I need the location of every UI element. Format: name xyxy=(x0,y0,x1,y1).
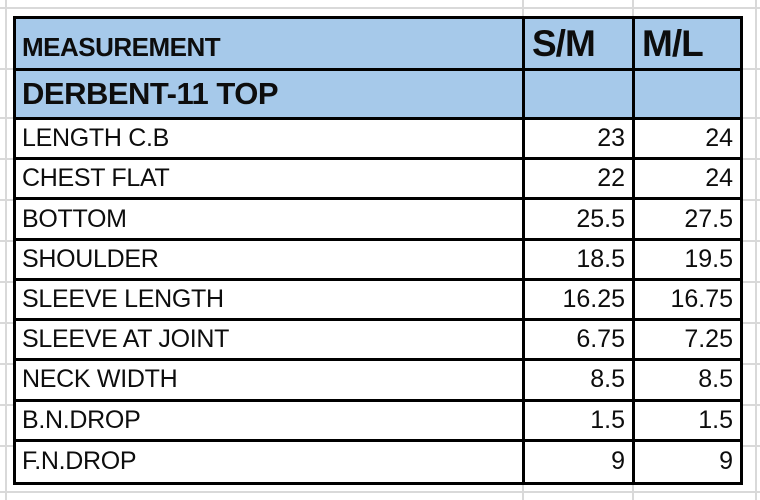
row-value-ml[interactable]: 24 xyxy=(635,160,740,201)
group-header-empty-ml[interactable] xyxy=(635,71,740,120)
row-label[interactable]: SLEEVE LENGTH xyxy=(16,280,525,322)
row-label[interactable]: CHEST FLAT xyxy=(16,160,525,201)
row-value-sm[interactable]: 25.5 xyxy=(525,200,635,241)
row-value-sm[interactable]: 22 xyxy=(525,160,635,201)
group-header-empty-sm[interactable] xyxy=(525,71,635,120)
row-label[interactable]: SLEEVE AT JOINT xyxy=(16,321,525,362)
row-label[interactable]: B.N.DROP xyxy=(16,401,525,442)
header-measurement[interactable]: MEASUREMENT xyxy=(16,19,525,71)
measurement-table: MEASUREMENT S/M M/L DERBENT-11 TOP LENGT… xyxy=(13,16,743,485)
row-value-ml[interactable]: 9 xyxy=(719,447,733,476)
header-size-ml[interactable]: M/L xyxy=(635,19,740,71)
row-value-ml[interactable]: 19.5 xyxy=(635,241,740,281)
row-value-sm[interactable]: 9 xyxy=(525,441,635,482)
sheet-gridline-vertical xyxy=(755,0,757,500)
sheet-gridline-horizontal xyxy=(0,491,760,493)
row-value-sm[interactable]: 16.25 xyxy=(525,280,635,322)
row-value-sm[interactable]: 8.5 xyxy=(525,361,635,402)
sheet-gridline-vertical xyxy=(5,0,7,500)
sheet-gridline-horizontal xyxy=(0,7,760,9)
row-value-ml[interactable]: 1.5 xyxy=(635,402,740,442)
group-header-derbent-11-top[interactable]: DERBENT-11 TOP xyxy=(16,71,525,120)
row-value-ml[interactable]: 24 xyxy=(635,120,740,161)
row-value-sm[interactable]: 23 xyxy=(525,120,635,161)
row-label[interactable]: F.N.DROP xyxy=(16,441,525,482)
row-value-ml[interactable]: 7.25 xyxy=(635,321,740,362)
row-value-ml[interactable]: 16.75 xyxy=(635,281,740,322)
row-value-ml[interactable]: 8.5 xyxy=(635,361,740,402)
row-label[interactable]: SHOULDER xyxy=(16,240,525,281)
row-value-sm[interactable]: 18.5 xyxy=(525,240,635,281)
row-label[interactable]: LENGTH C.B xyxy=(16,120,525,161)
row-value-sm[interactable]: 1.5 xyxy=(525,401,635,442)
row-label[interactable]: BOTTOM xyxy=(16,200,525,241)
row-value-ml[interactable]: 27.5 xyxy=(635,200,740,241)
row-label[interactable]: NECK WIDTH xyxy=(16,361,525,402)
header-size-sm[interactable]: S/M xyxy=(525,19,635,71)
row-value-sm[interactable]: 6.75 xyxy=(525,321,635,362)
